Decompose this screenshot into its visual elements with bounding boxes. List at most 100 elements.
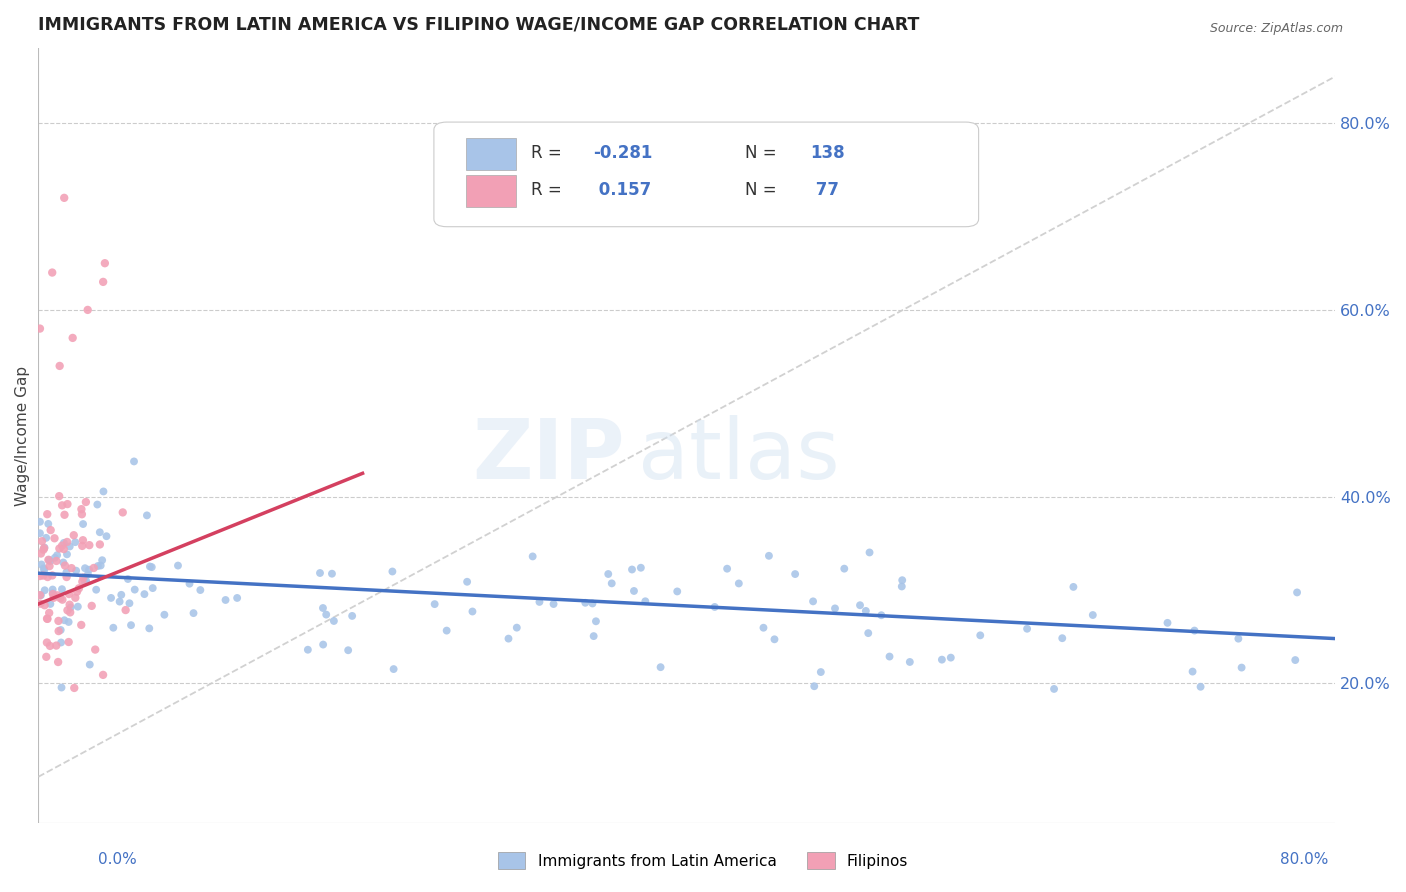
Point xyxy=(436,624,458,638)
Point xyxy=(84,642,107,657)
Point xyxy=(134,587,156,601)
Point xyxy=(810,665,832,679)
Point xyxy=(1227,632,1250,646)
Point xyxy=(529,595,551,609)
Point xyxy=(53,191,76,205)
Point xyxy=(75,495,97,509)
Point xyxy=(39,597,62,611)
Point xyxy=(506,621,529,635)
Text: 80.0%: 80.0% xyxy=(1281,852,1329,867)
Point xyxy=(51,592,73,607)
Point xyxy=(297,642,319,657)
Point xyxy=(758,549,780,563)
Point xyxy=(340,608,363,623)
Point xyxy=(28,515,51,529)
Point xyxy=(91,553,114,567)
Point xyxy=(1062,580,1084,594)
Point xyxy=(1189,680,1212,694)
Point xyxy=(124,582,146,597)
Point xyxy=(118,596,141,610)
Point xyxy=(141,560,163,574)
Text: -0.281: -0.281 xyxy=(593,145,652,162)
Point xyxy=(32,542,55,557)
Point xyxy=(70,539,93,553)
Point xyxy=(858,545,880,559)
Point xyxy=(45,639,67,653)
Text: 77: 77 xyxy=(810,181,839,199)
Point xyxy=(30,588,52,602)
Point xyxy=(32,561,55,575)
FancyBboxPatch shape xyxy=(467,137,516,170)
Point xyxy=(30,547,52,561)
Point xyxy=(72,574,94,589)
Point xyxy=(585,615,607,629)
Point xyxy=(28,588,51,602)
Point xyxy=(110,588,132,602)
Point xyxy=(51,582,73,597)
Point xyxy=(44,531,66,545)
Point xyxy=(543,597,565,611)
Point xyxy=(855,604,877,618)
Point xyxy=(139,559,162,574)
Point xyxy=(53,613,76,627)
Point xyxy=(70,618,93,632)
Point xyxy=(1286,585,1309,599)
Point xyxy=(84,582,107,597)
FancyBboxPatch shape xyxy=(434,122,979,227)
Point xyxy=(53,558,76,573)
Point xyxy=(77,563,100,577)
Point xyxy=(35,612,58,626)
Point xyxy=(90,558,112,573)
Point xyxy=(322,614,344,628)
Point xyxy=(37,516,59,531)
Point xyxy=(179,576,201,591)
Point xyxy=(56,547,79,561)
Point xyxy=(849,599,872,613)
Point xyxy=(65,591,87,605)
Point xyxy=(66,584,89,599)
Point xyxy=(969,628,991,642)
Point xyxy=(183,606,205,620)
Point xyxy=(763,632,786,647)
Point xyxy=(37,553,59,567)
Point xyxy=(91,668,114,682)
Point xyxy=(309,566,332,580)
Point xyxy=(891,573,914,587)
Point xyxy=(114,603,136,617)
Point xyxy=(600,576,623,591)
Point xyxy=(30,558,52,572)
Point xyxy=(55,570,77,584)
Text: ZIP: ZIP xyxy=(472,415,624,496)
Point xyxy=(858,626,880,640)
Point xyxy=(52,542,75,557)
Point xyxy=(38,606,60,620)
Point xyxy=(76,302,98,317)
Point xyxy=(931,653,953,667)
Point xyxy=(28,321,51,335)
Point xyxy=(66,599,89,614)
Point xyxy=(53,508,76,522)
Point xyxy=(666,584,689,599)
Point xyxy=(48,614,70,628)
Point xyxy=(716,562,738,576)
Point xyxy=(879,649,901,664)
Point xyxy=(122,454,145,468)
Point xyxy=(41,586,63,600)
Point xyxy=(39,554,62,568)
Point xyxy=(52,536,75,550)
Point xyxy=(34,563,56,577)
Point xyxy=(1230,660,1253,674)
Point xyxy=(167,558,190,573)
Point xyxy=(79,538,101,552)
Point xyxy=(59,598,82,612)
Point xyxy=(56,535,79,549)
Point xyxy=(138,621,160,635)
Point xyxy=(727,576,749,591)
Point xyxy=(1284,653,1306,667)
Text: N =: N = xyxy=(745,181,782,199)
Point xyxy=(890,579,912,593)
Point xyxy=(581,597,603,611)
Point xyxy=(67,582,90,596)
Point xyxy=(51,499,73,513)
Point xyxy=(62,528,84,542)
